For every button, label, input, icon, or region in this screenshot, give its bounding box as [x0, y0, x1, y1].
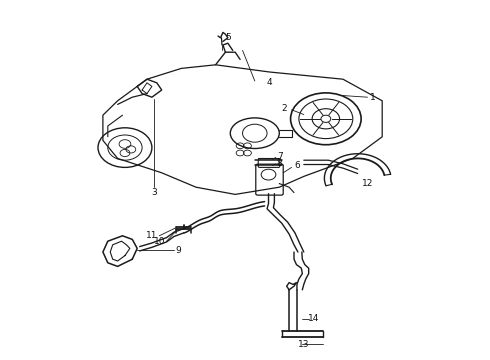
Text: 11: 11	[147, 231, 158, 240]
Text: 7: 7	[277, 152, 283, 161]
Text: 1: 1	[370, 93, 376, 102]
Text: 6: 6	[294, 161, 300, 170]
Text: 3: 3	[151, 188, 157, 197]
Text: 5: 5	[225, 33, 231, 42]
Text: 12: 12	[362, 179, 373, 188]
Text: 2: 2	[281, 104, 287, 113]
Text: 13: 13	[298, 341, 310, 349]
Text: 8: 8	[277, 159, 283, 168]
Text: 10: 10	[154, 238, 166, 247]
Text: 4: 4	[267, 78, 272, 87]
Text: 14: 14	[308, 315, 319, 324]
Text: 9: 9	[175, 246, 181, 255]
